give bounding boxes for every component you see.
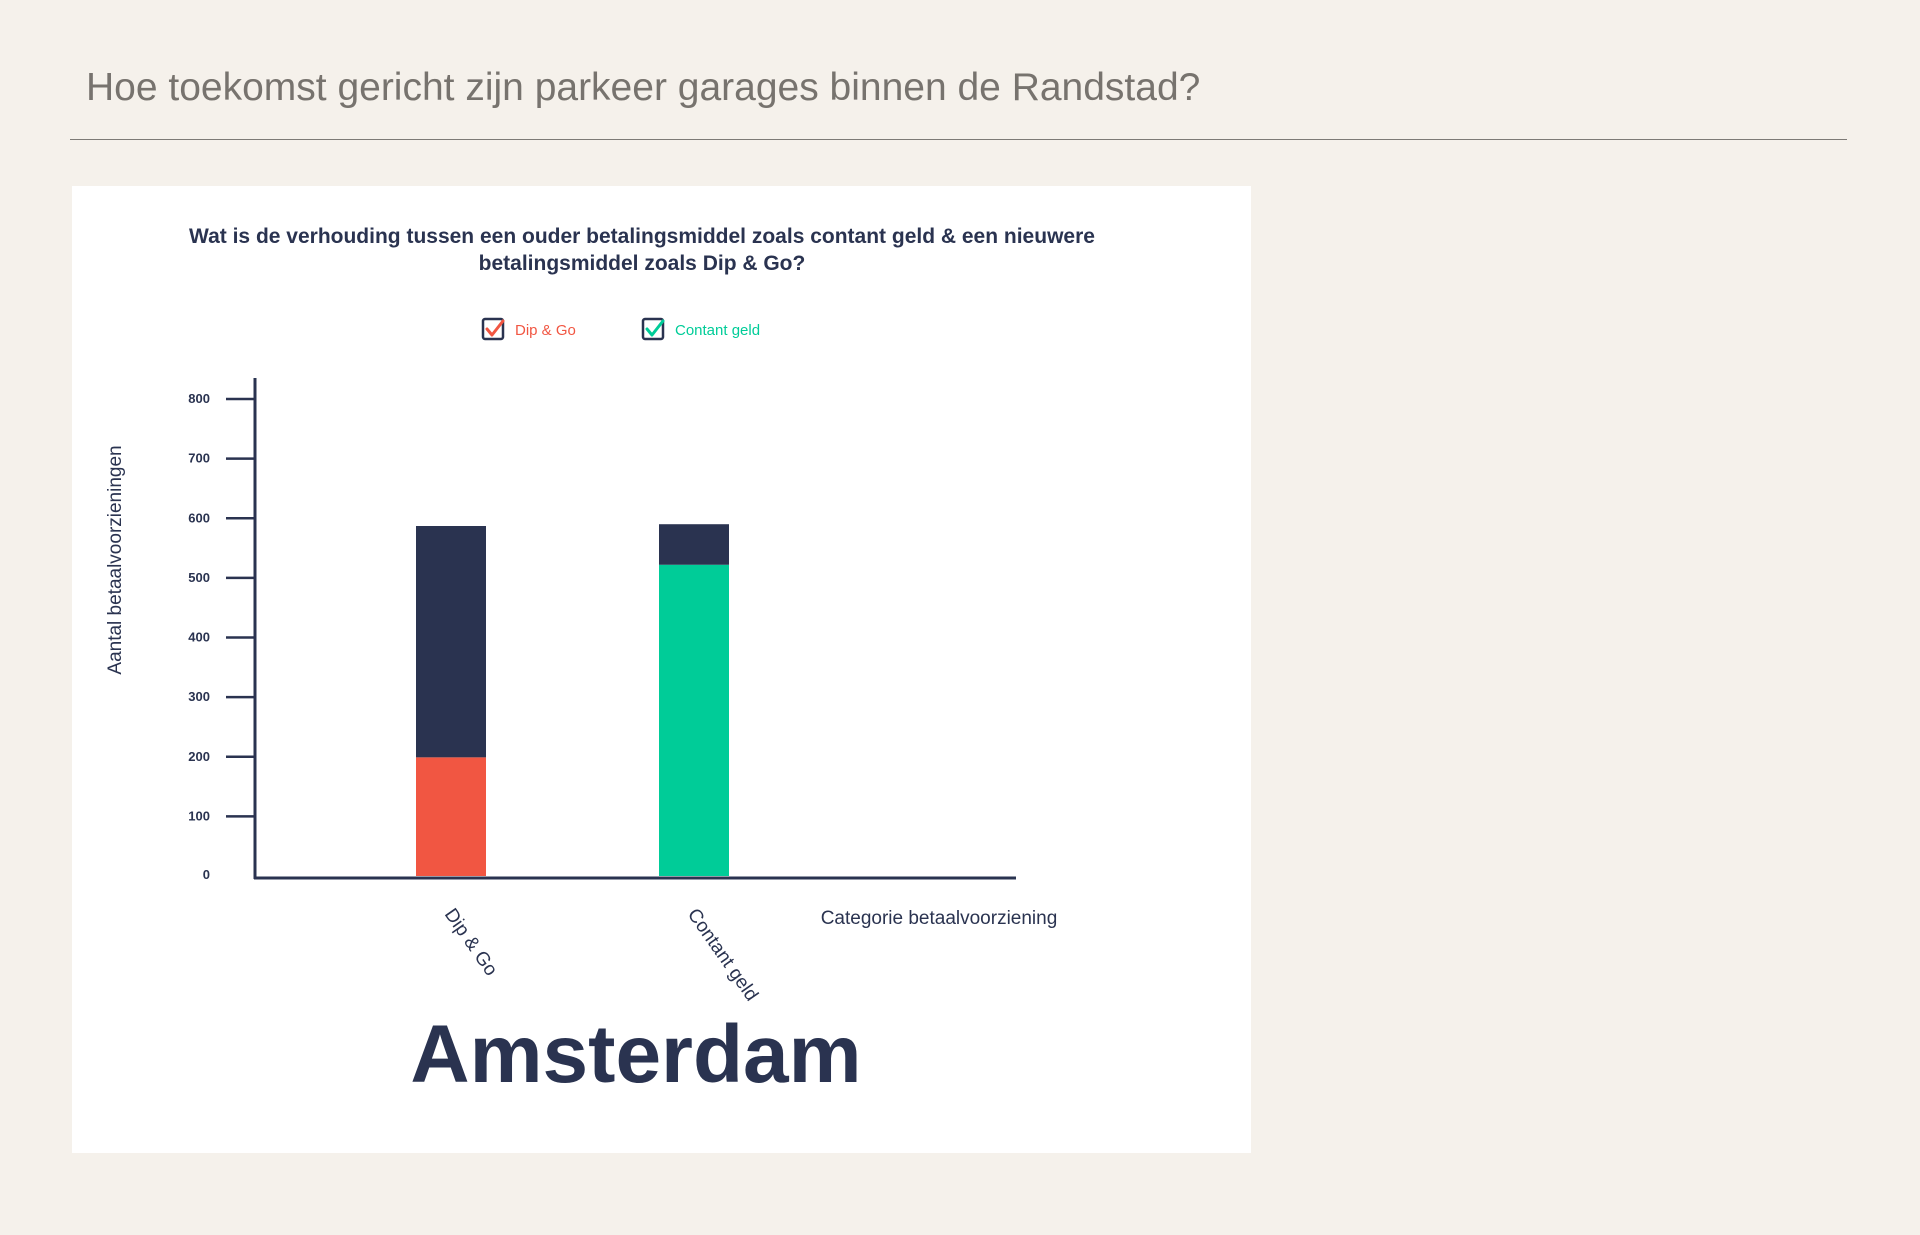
checkmark-icon bbox=[485, 319, 505, 337]
x-axis-label: Categorie betaalvoorziening bbox=[821, 908, 1058, 929]
y-axis-ticks: 0 100 200 300 400 500 600 700 800 bbox=[188, 391, 255, 882]
x-tick-label-contant-geld: Contant geld bbox=[683, 905, 762, 1005]
chart-card: Wat is de verhouding tussen een ouder be… bbox=[72, 186, 1251, 1153]
page-title: Hoe toekomst gericht zijn parkeer garage… bbox=[86, 66, 1201, 109]
y-tick-label-400: 400 bbox=[188, 630, 210, 645]
legend-item-contant-geld[interactable]: Contant geld bbox=[641, 317, 760, 341]
y-tick-label-200: 200 bbox=[188, 749, 210, 764]
y-tick-label-500: 500 bbox=[188, 570, 210, 585]
legend-item-dip-go[interactable]: Dip & Go bbox=[481, 317, 576, 341]
x-tick-label-dip-go: Dip & Go bbox=[440, 905, 501, 980]
y-tick-label-700: 700 bbox=[188, 451, 210, 466]
bar-dip-go-segment-2 bbox=[416, 526, 486, 758]
checkmark-icon bbox=[645, 319, 665, 337]
y-tick-label-0: 0 bbox=[203, 867, 210, 882]
bars bbox=[416, 524, 729, 876]
legend-checkbox[interactable] bbox=[481, 317, 505, 341]
chart-title-line-1: Wat is de verhouding tussen een ouder be… bbox=[189, 225, 1095, 248]
legend-label: Contant geld bbox=[675, 322, 760, 339]
bar-chart: Wat is de verhouding tussen een ouder be… bbox=[105, 225, 1095, 1100]
title-divider bbox=[70, 139, 1847, 140]
y-tick-label-800: 800 bbox=[188, 391, 210, 406]
bar-dip-go-segment-0 bbox=[416, 757, 486, 876]
bar-contant-geld-segment-1 bbox=[659, 564, 729, 876]
y-tick-label-100: 100 bbox=[188, 808, 210, 823]
x-axis-category-labels: Dip & Go Contant geld bbox=[440, 905, 762, 1005]
y-tick-label-600: 600 bbox=[188, 510, 210, 525]
y-axis-label: Aantal betaalvoorzieningen bbox=[105, 445, 126, 674]
y-tick-label-300: 300 bbox=[188, 689, 210, 704]
chart-title-line-2: betalingsmiddel zoals Dip & Go? bbox=[479, 252, 806, 275]
bar-contant-geld-segment-2 bbox=[659, 524, 729, 565]
legend: Dip & Go Contant geld bbox=[481, 317, 760, 341]
legend-checkbox[interactable] bbox=[641, 317, 665, 341]
city-label: Amsterdam bbox=[410, 1009, 861, 1100]
legend-label: Dip & Go bbox=[515, 322, 576, 339]
